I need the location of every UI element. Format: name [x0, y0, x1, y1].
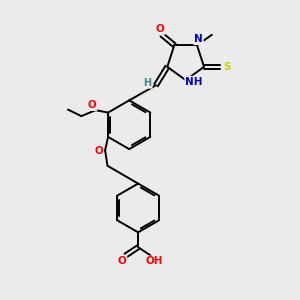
- Text: OH: OH: [146, 256, 163, 266]
- Text: NH: NH: [185, 76, 203, 87]
- Text: O: O: [94, 146, 103, 156]
- Text: O: O: [88, 100, 96, 110]
- Text: N: N: [194, 34, 203, 44]
- Text: O: O: [118, 256, 126, 266]
- Text: S: S: [223, 62, 231, 72]
- Text: H: H: [144, 78, 152, 88]
- Text: O: O: [156, 24, 165, 34]
